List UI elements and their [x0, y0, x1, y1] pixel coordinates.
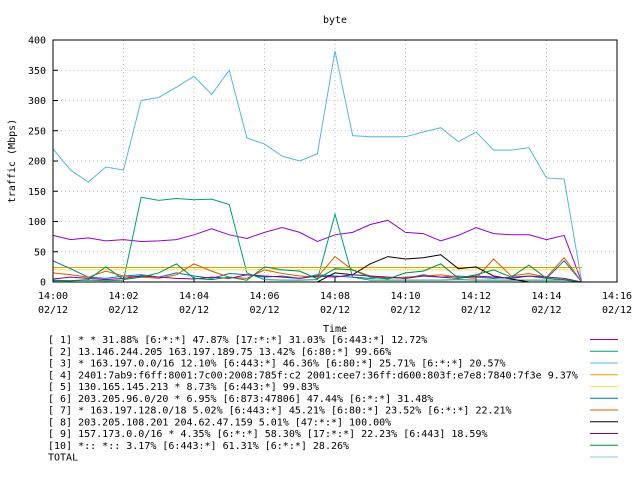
y-tick-label: 50 [34, 247, 46, 258]
legend-entry-10: [10] *:: *:: 3.17% [6:443:*] 61.31% [6:*… [48, 441, 349, 452]
x-tick-date: 02/12 [390, 305, 420, 316]
series-line-9 [52, 274, 582, 283]
x-tick-time: 14:12 [461, 291, 491, 302]
legend-entry-4: [ 4] 2401:7ab9:f6ff:8001:7c00:2008:785f:… [48, 370, 578, 381]
legend-entry-7: [ 7] * 163.197.128.0/18 5.02% [6:443:*] … [48, 406, 512, 417]
legend: [ 1] * * 31.88% [6:*:*] 47.87% [17:*:*] … [48, 335, 618, 464]
x-tick-time: 14:10 [390, 291, 420, 302]
y-tick-label: 400 [28, 36, 46, 47]
x-tick-date: 02/12 [179, 305, 209, 316]
legend-entry-2: [ 2] 13.146.244.205 163.197.189.75 13.42… [48, 347, 391, 358]
y-tick-label: 250 [28, 126, 46, 137]
series-line-1 [52, 219, 583, 283]
legend-entry-3: [ 3] * 163.197.0.0/16 12.10% [6:443:*] 4… [48, 359, 506, 370]
y-tick-label: 200 [28, 157, 46, 168]
series-lines [52, 50, 583, 283]
y-axis-label: traffic (Mbps) [7, 119, 18, 203]
x-tick-date: 02/12 [531, 305, 561, 316]
x-tick-time: 14:00 [38, 291, 68, 302]
x-ticks: 14:00 02/12 14:02 02/12 14:04 02/12 14:06 02/12… [38, 277, 632, 316]
y-tick-label: 100 [28, 217, 46, 228]
y-tick-label: 150 [28, 187, 46, 198]
y-tick-label: 350 [28, 66, 46, 77]
legend-entry-6: [ 6] 203.205.96.0/20 * 6.95% [6:873:4780… [48, 394, 433, 405]
legend-entry-11: TOTAL [48, 453, 78, 464]
grid [53, 40, 617, 282]
x-tick-time: 14:02 [108, 291, 138, 302]
x-tick-date: 02/12 [320, 305, 350, 316]
y-tick-label: 300 [28, 96, 46, 107]
x-tick-date: 02/12 [602, 305, 632, 316]
x-tick-date: 02/12 [38, 305, 68, 316]
legend-entry-9: [ 9] 157.173.0.0/16 * 4.35% [6:*:*] 58.3… [48, 429, 488, 440]
legend-entry-8: [ 8] 203.205.108.201 204.62.47.159 5.01%… [48, 417, 391, 428]
plot-frame [52, 39, 618, 283]
legend-entry-1: [ 1] * * 31.88% [6:*:*] 47.87% [17:*:*] … [48, 335, 427, 346]
x-tick-time: 14:14 [531, 291, 561, 302]
x-axis-label: Time [323, 324, 347, 335]
x-tick-time: 14:04 [179, 291, 209, 302]
series-line-10 [52, 263, 582, 283]
series-line-6 [52, 260, 583, 283]
series-line-3 [52, 50, 583, 283]
x-tick-date: 02/12 [108, 305, 138, 316]
legend-entry-5: [ 5] 130.165.145.213 * 8.73% [6:443:*] 9… [48, 382, 319, 393]
x-tick-time: 14:06 [249, 291, 279, 302]
chart-title: byte [323, 15, 347, 26]
x-tick-time: 14:16 [602, 291, 632, 302]
x-tick-time: 14:08 [320, 291, 350, 302]
y-tick-label: 0 [40, 278, 46, 289]
x-tick-date: 02/12 [461, 305, 491, 316]
x-tick-date: 02/12 [249, 305, 279, 316]
series-line-2 [53, 196, 582, 283]
